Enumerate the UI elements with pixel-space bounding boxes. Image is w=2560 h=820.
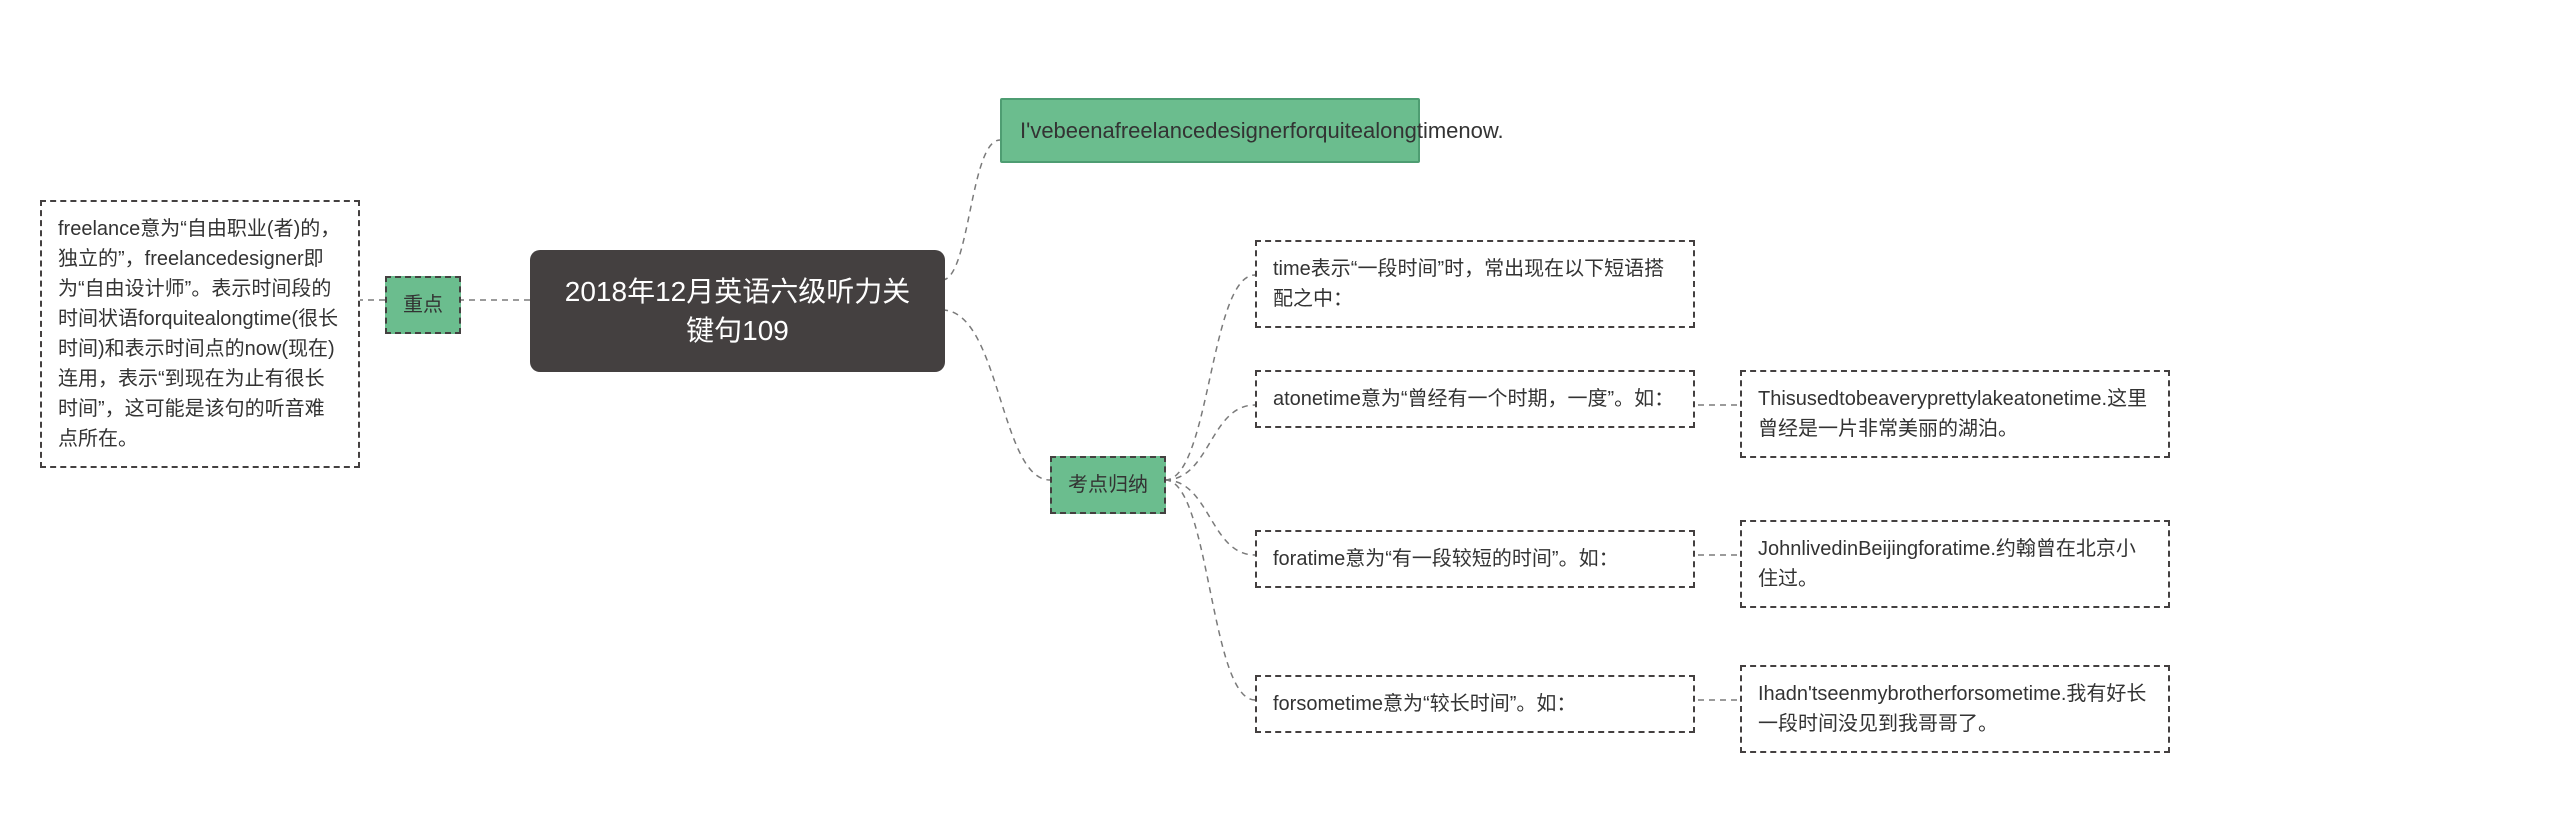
tag-left-text: 重点: [403, 294, 443, 316]
example-2-text: Thisusedtobeaveryprettylakeatonetime.这里曾…: [1758, 388, 2147, 440]
detail-left-text: freelance意为“自由职业(者)的，独立的”，freelancedesig…: [58, 218, 340, 450]
key-sentence: I'vebeenafreelancedesignerforquitealongt…: [1000, 98, 1420, 163]
point-item-4-text: forsometime意为“较长时间”。如：: [1273, 693, 1576, 715]
point-item-2: atonetime意为“曾经有一个时期，一度”。如：: [1255, 370, 1695, 428]
tag-left: 重点: [385, 276, 461, 334]
example-2: Thisusedtobeaveryprettylakeatonetime.这里曾…: [1740, 370, 2170, 458]
point-item-2-text: atonetime意为“曾经有一个时期，一度”。如：: [1273, 388, 1674, 410]
center-title-text: 2018年12月英语六级听力关键句109: [565, 276, 910, 346]
example-3: JohnlivedinBeijingforatime.约翰曾在北京小住过。: [1740, 520, 2170, 608]
point-item-1-text: time表示“一段时间”时，常出现在以下短语搭配之中：: [1273, 258, 1664, 310]
detail-left: freelance意为“自由职业(者)的，独立的”，freelancedesig…: [40, 200, 360, 468]
point-item-3-text: foratime意为“有一段较短的时间”。如：: [1273, 548, 1619, 570]
point-item-3: foratime意为“有一段较短的时间”。如：: [1255, 530, 1695, 588]
example-4-text: Ihadn'tseenmybrotherforsometime.我有好长一段时间…: [1758, 683, 2146, 735]
key-sentence-text: I'vebeenafreelancedesignerforquitealongt…: [1020, 118, 1504, 143]
point-item-4: forsometime意为“较长时间”。如：: [1255, 675, 1695, 733]
example-3-text: JohnlivedinBeijingforatime.约翰曾在北京小住过。: [1758, 538, 2136, 590]
point-item-1: time表示“一段时间”时，常出现在以下短语搭配之中：: [1255, 240, 1695, 328]
tag-right-text: 考点归纳: [1068, 474, 1148, 496]
example-4: Ihadn'tseenmybrotherforsometime.我有好长一段时间…: [1740, 665, 2170, 753]
center-title: 2018年12月英语六级听力关键句109: [530, 250, 945, 372]
tag-right: 考点归纳: [1050, 456, 1166, 514]
